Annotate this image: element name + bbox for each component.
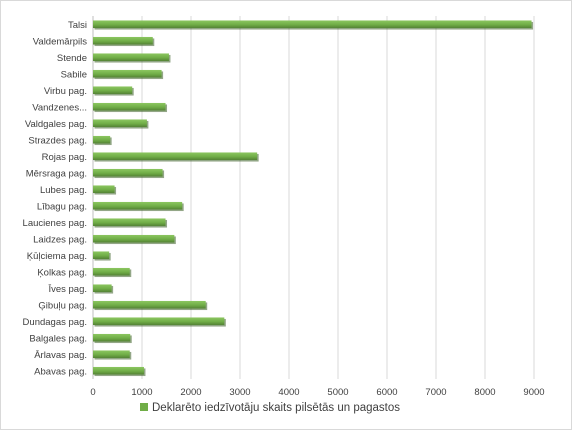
category-label: Ģibuļu pag. bbox=[38, 300, 87, 311]
x-tick-label: 2000 bbox=[180, 387, 201, 398]
x-tick-label: 4000 bbox=[278, 387, 299, 398]
bar bbox=[93, 317, 225, 326]
category-label: Balgales pag. bbox=[29, 333, 87, 344]
bar bbox=[93, 267, 130, 276]
x-axis-tick-labels: 0 1000 2000 3000 4000 5000 6000 7000 8000 9000 bbox=[90, 387, 544, 398]
bar bbox=[93, 20, 532, 29]
bar bbox=[93, 102, 166, 111]
category-label: Ķolkas pag. bbox=[37, 267, 87, 278]
category-label: Strazdes pag. bbox=[28, 135, 87, 146]
legend-swatch bbox=[140, 403, 148, 411]
category-label: Dundagas pag. bbox=[23, 317, 87, 328]
bar bbox=[93, 366, 144, 375]
bar bbox=[93, 119, 147, 128]
bar bbox=[93, 185, 115, 194]
category-label: Lībagu pag. bbox=[37, 201, 87, 212]
bar bbox=[93, 284, 112, 293]
category-label: Ārlavas pag. bbox=[34, 350, 87, 361]
category-label: Lubes pag. bbox=[40, 185, 87, 196]
x-tick-label: 3000 bbox=[229, 387, 250, 398]
bar bbox=[93, 251, 110, 260]
x-tick-label: 5000 bbox=[327, 387, 348, 398]
legend: Deklarēto iedzīvotāju skaits pilsētās un… bbox=[140, 402, 400, 414]
bar bbox=[93, 333, 131, 342]
x-tick-label: 6000 bbox=[376, 387, 397, 398]
bar bbox=[93, 300, 206, 309]
bar bbox=[93, 218, 166, 227]
category-label: Stende bbox=[57, 53, 87, 64]
category-label: Virbu pag. bbox=[44, 86, 87, 97]
legend-label: Deklarēto iedzīvotāju skaits pilsētās un… bbox=[152, 402, 400, 414]
x-tick-label: 1000 bbox=[131, 387, 152, 398]
category-label: Laucienes pag. bbox=[23, 218, 87, 229]
category-label: Talsi bbox=[68, 20, 87, 31]
bar bbox=[93, 234, 175, 243]
category-labels: Talsi Valdemārpils Stende Sabile Virbu pag. V… bbox=[23, 20, 88, 378]
bar bbox=[93, 350, 130, 359]
bar bbox=[93, 36, 153, 45]
category-label: Vandzenes... bbox=[32, 102, 87, 113]
bar bbox=[93, 152, 258, 161]
category-label: Abavas pag. bbox=[34, 366, 87, 377]
category-label: Laidzes pag. bbox=[33, 234, 87, 245]
x-tick-label: 7000 bbox=[425, 387, 446, 398]
category-label: Rojas pag. bbox=[42, 152, 87, 163]
category-label: Īves pag. bbox=[48, 284, 87, 295]
bar bbox=[93, 69, 162, 78]
bar bbox=[93, 53, 169, 62]
x-tick-label: 8000 bbox=[474, 387, 495, 398]
category-label: Valdgales pag. bbox=[25, 119, 87, 130]
category-label: Sabile bbox=[61, 69, 87, 80]
bar bbox=[93, 201, 183, 210]
category-label: Ķūļciema pag. bbox=[27, 251, 87, 262]
category-label: Mērsraga pag. bbox=[26, 168, 87, 179]
bar bbox=[93, 86, 133, 95]
x-tick-label: 0 bbox=[90, 387, 95, 398]
bar bbox=[93, 168, 163, 177]
category-label: Valdemārpils bbox=[33, 36, 87, 47]
bar bbox=[93, 135, 111, 144]
x-tick-label: 9000 bbox=[523, 387, 544, 398]
bars bbox=[93, 20, 534, 377]
